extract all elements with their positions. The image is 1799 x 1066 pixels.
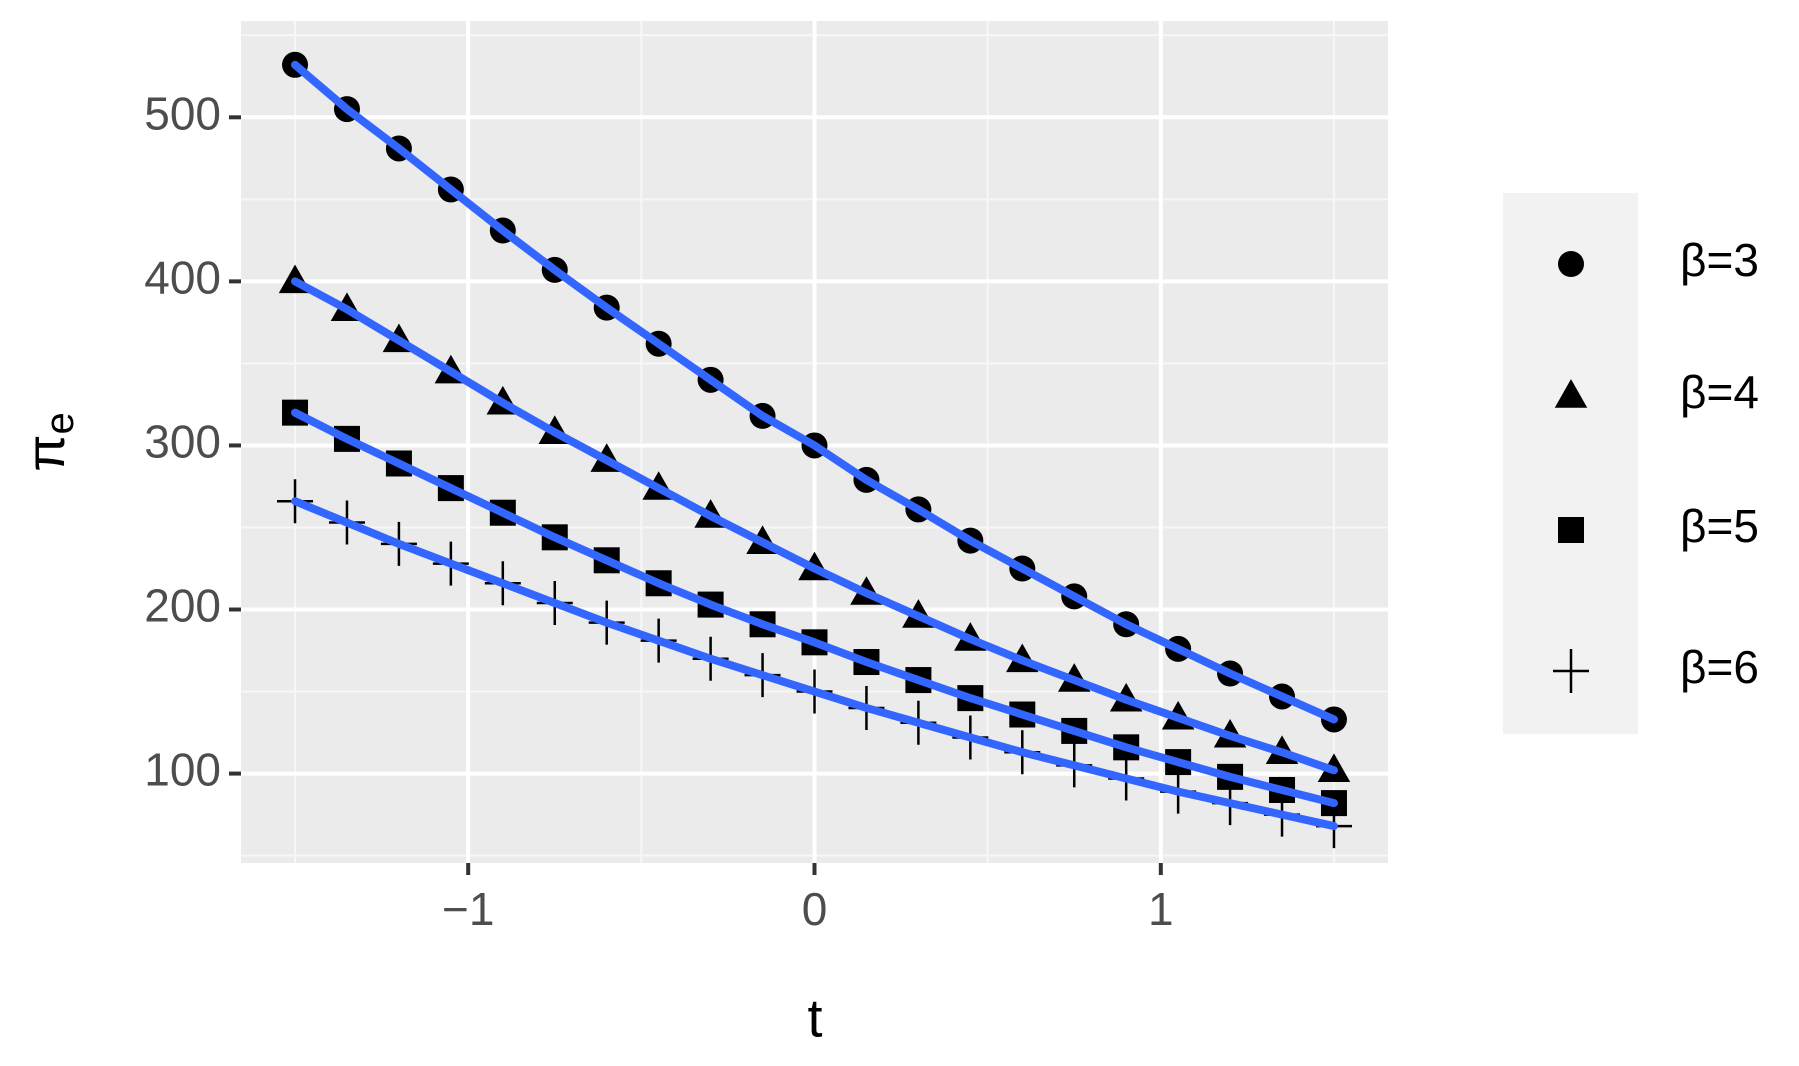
y-tick-label: 500: [144, 87, 221, 139]
legend-label: β=4: [1680, 366, 1759, 418]
legend-symbol: [1558, 517, 1584, 543]
legend-label: β=3: [1680, 234, 1759, 286]
y-axis-title-main: π: [16, 434, 76, 471]
x-tick-label: −1: [442, 883, 494, 935]
legend-box: [1503, 193, 1638, 734]
fit-line: [291, 408, 1338, 808]
y-tick-label: 300: [144, 416, 221, 468]
legend-label: β=6: [1680, 641, 1759, 693]
marks: [277, 51, 1352, 849]
x-tick-label: 1: [1148, 883, 1174, 935]
y-axis-title-sub: e: [38, 412, 82, 434]
fit-line: [291, 277, 1338, 775]
legend-label: β=5: [1680, 500, 1759, 552]
x-axis-title: t: [807, 988, 822, 1048]
y-tick-label: 200: [144, 580, 221, 632]
x-tick-label: 0: [802, 883, 828, 935]
fit-line: [291, 60, 1338, 724]
y-tick-label: 100: [144, 744, 221, 796]
legend-symbol: [1558, 251, 1584, 277]
legend-symbol: [1553, 649, 1589, 693]
y-tick-label: 400: [144, 252, 221, 304]
y-axis-title: πe: [16, 412, 81, 472]
grid: [241, 21, 1388, 863]
legend-symbol: [1554, 379, 1588, 408]
fit-line: [291, 497, 1338, 831]
